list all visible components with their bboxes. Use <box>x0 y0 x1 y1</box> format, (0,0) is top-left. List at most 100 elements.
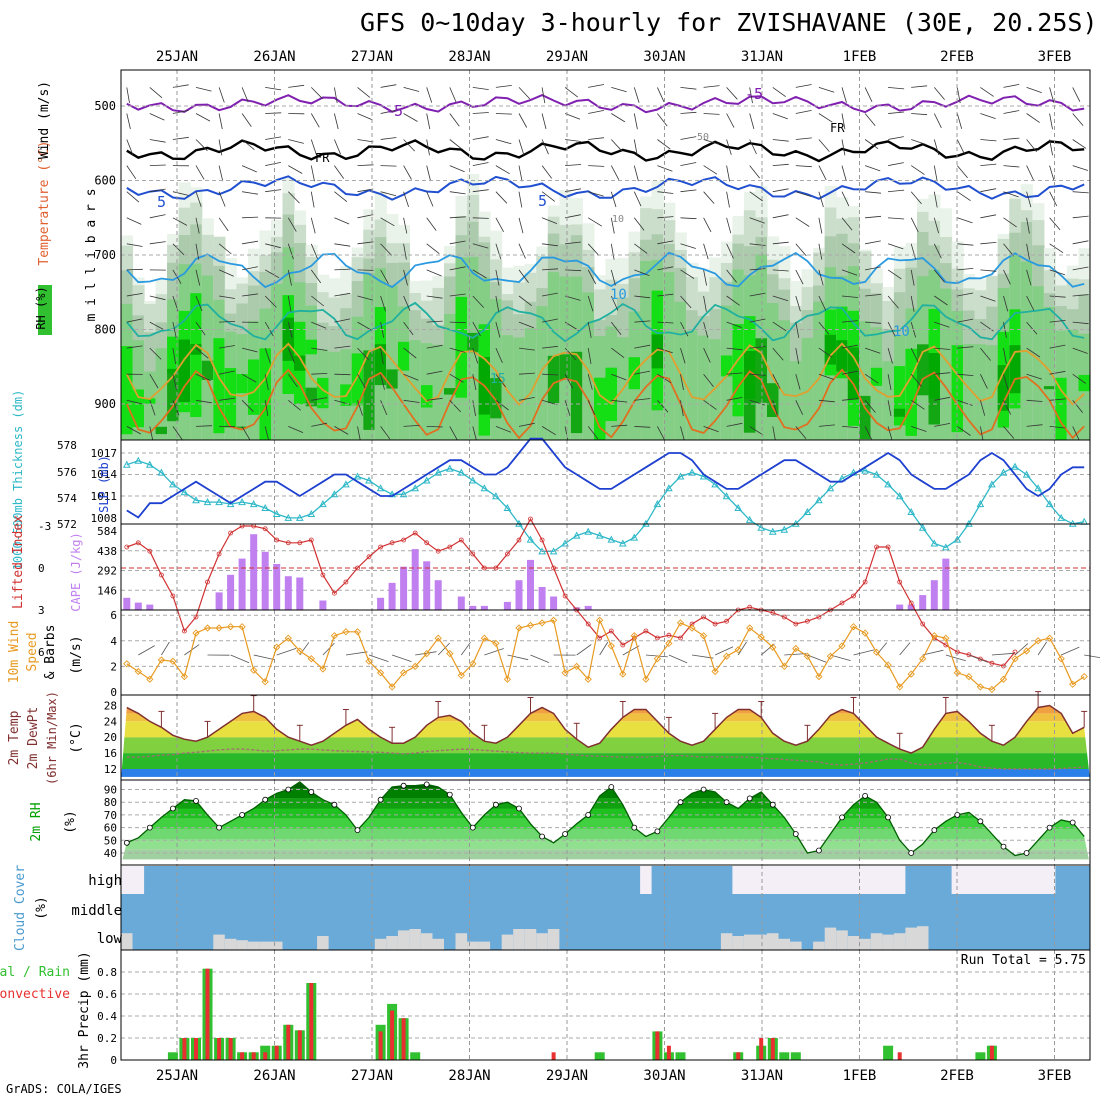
cloud-middle-cell <box>951 894 964 922</box>
cloud-low-bar <box>420 933 433 950</box>
wind-barb <box>1026 347 1041 358</box>
cloud-low-bar <box>467 941 480 950</box>
wind-speed-marker <box>192 629 200 637</box>
wind-barb <box>818 295 827 311</box>
lifted-index-marker <box>470 551 476 557</box>
temp-band <box>121 737 1090 754</box>
precip-convective-bar <box>182 1038 187 1060</box>
wind-barb <box>864 400 876 413</box>
wind-barb <box>276 648 297 656</box>
lifted-index-marker <box>285 540 291 546</box>
cloud-low-cell <box>490 922 503 950</box>
wind-speed-marker <box>630 632 638 640</box>
lifted-index-marker <box>643 628 649 634</box>
precip-total-bar <box>790 1052 801 1060</box>
wind-barb <box>841 217 853 231</box>
wind-barb <box>426 243 440 255</box>
wind-barb <box>495 113 512 115</box>
cloud-middle-cell <box>201 894 214 922</box>
lifted-index-marker <box>355 565 360 571</box>
cloud-high-cell <box>374 866 387 894</box>
wind-barb <box>472 189 489 193</box>
wind-barb <box>980 347 991 361</box>
thickness-marker <box>803 507 812 515</box>
wind-barb <box>611 373 627 381</box>
wind-barb <box>472 426 477 440</box>
wind-barb <box>426 295 443 299</box>
cape-bar <box>550 596 558 610</box>
temp-contour-20 <box>125 342 1085 406</box>
thickness-marker <box>826 484 835 492</box>
li-tick-label: 6 <box>38 646 45 659</box>
wind-barb <box>726 321 742 328</box>
lifted-index-marker <box>135 540 141 546</box>
rh-marker <box>1046 824 1053 831</box>
wind-barb <box>680 347 686 364</box>
rh-marker <box>446 791 453 798</box>
cape-tick-label: 584 <box>97 525 117 538</box>
wind-barb <box>841 269 858 276</box>
wind-barb <box>864 165 881 172</box>
wind-barb <box>726 295 740 306</box>
thickness-marker <box>688 468 696 476</box>
cloud-high-cell <box>317 866 330 894</box>
wind-barb <box>737 641 747 656</box>
precip-convective-bar <box>263 1052 268 1060</box>
wind-barb <box>1072 139 1087 149</box>
wind-barb <box>1026 269 1032 286</box>
wind-barb <box>264 374 269 390</box>
wind-barb <box>1026 295 1035 311</box>
wind-barb <box>657 191 674 194</box>
thickness-marker <box>584 527 593 535</box>
thickness-marker <box>434 468 443 476</box>
rh-marker <box>308 789 315 795</box>
rh-tick-label: 90 <box>104 784 117 797</box>
wind-barb <box>241 113 252 127</box>
wind-speed-marker <box>250 666 258 674</box>
cloud-middle-cell <box>363 894 376 922</box>
wind-barb <box>1072 294 1089 297</box>
thickness-marker <box>215 498 223 506</box>
rh-marker <box>746 795 753 802</box>
wind-barb <box>403 113 418 122</box>
wind-barb <box>749 139 757 155</box>
wind-barb <box>772 113 788 120</box>
cloud-high-cell <box>767 866 779 894</box>
wind-barb <box>368 654 389 662</box>
cloud-middle-cell <box>720 894 733 922</box>
wind-barb <box>772 87 786 98</box>
wind-barb <box>587 400 596 415</box>
wind-barb <box>195 243 200 260</box>
rh-marker <box>1069 819 1076 826</box>
wind-barb <box>1072 87 1081 102</box>
cloud-high-cell <box>224 866 237 894</box>
wind-barb <box>680 162 697 166</box>
cloud-high-cell <box>732 866 745 894</box>
wind-speed-marker <box>238 623 246 631</box>
lifted-index-marker <box>493 565 499 571</box>
wind-speed-marker <box>515 624 523 632</box>
wind-barb <box>310 243 318 259</box>
cloud-middle-cell <box>801 894 814 922</box>
cloud-middle-cell <box>513 894 526 922</box>
wind-barb <box>380 348 384 364</box>
wind-axis-label-units: (m/s) <box>69 635 84 674</box>
wind-barb <box>403 321 414 336</box>
rh-cell <box>432 344 445 440</box>
rh-marker <box>977 818 984 825</box>
wind-barb <box>934 347 951 350</box>
wind-barb <box>265 189 282 193</box>
wind-speed-marker <box>469 660 477 668</box>
wind-tick-label: 2 <box>110 660 117 673</box>
cape-bar <box>538 587 546 610</box>
rh-cell <box>444 388 457 395</box>
wind-barb <box>703 243 709 260</box>
wind-barb <box>357 113 373 121</box>
lifted-index-marker <box>447 544 453 550</box>
wind-speed-marker <box>746 624 754 632</box>
wind-barb <box>1026 399 1043 402</box>
temp-tick-label: 28 <box>104 699 117 712</box>
wind-barb <box>980 214 997 219</box>
wind-barb <box>1003 84 1020 88</box>
slp-axis-label: SLP (mb) <box>97 455 111 513</box>
